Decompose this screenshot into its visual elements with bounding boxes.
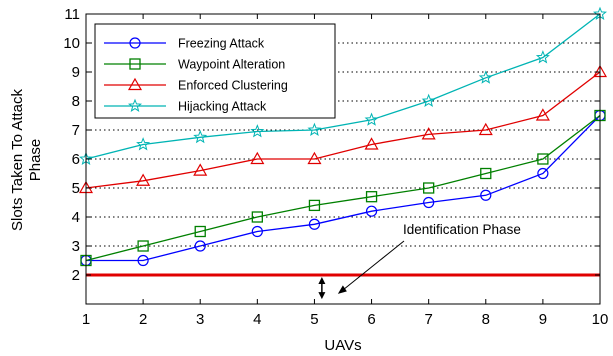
x-axis-ticks: 1 2 3 4 5 6 7 8 9 10 (82, 14, 609, 328)
annotation: Identification Phase (318, 222, 521, 300)
series-line-enforced-clustering (85, 71, 601, 189)
data-point-waypoint-alteration-3 (194, 225, 206, 238)
legend-label-enforced-clustering: Enforced Clustering (178, 79, 288, 93)
data-point-freezing-attack-5 (308, 218, 321, 230)
y-axis-label-line-2: Phase (27, 139, 44, 182)
data-point-hijacking-attack-6 (364, 112, 379, 126)
legend-marker-freezing-attack (129, 37, 141, 49)
x-tick-label-8: 8 (482, 311, 490, 328)
annotation-arrowhead-down (318, 292, 326, 300)
data-point-enforced-clustering-4 (250, 151, 265, 165)
series-line-waypoint-alteration (85, 114, 601, 262)
series-markers (78, 6, 608, 267)
y-tick-label-11: 11 (64, 6, 80, 23)
y-axis-label-line-1: Slots Taken To Attack (9, 88, 26, 231)
annotation-arrow (341, 240, 405, 292)
y-tick-label-2: 2 (72, 267, 80, 284)
data-point-enforced-clustering-5 (307, 151, 322, 165)
y-tick-label-8: 8 (72, 93, 80, 110)
data-point-enforced-clustering-7 (421, 127, 436, 140)
y-tick-label-6: 6 (72, 151, 80, 168)
data-point-waypoint-alteration-8 (480, 167, 492, 180)
series-lines (85, 13, 601, 262)
x-tick-label-7: 7 (424, 311, 432, 328)
data-point-enforced-clustering-2 (136, 173, 151, 186)
data-point-hijacking-attack-8 (478, 70, 493, 84)
x-tick-label-9: 9 (539, 311, 547, 328)
x-tick-label-2: 2 (139, 311, 147, 328)
x-tick-label-3: 3 (196, 311, 204, 328)
data-point-waypoint-alteration-6 (365, 191, 378, 203)
series-line-hijacking-attack (85, 13, 601, 160)
data-point-enforced-clustering-8 (478, 122, 493, 136)
data-point-waypoint-alteration-2 (137, 240, 149, 252)
data-point-hijacking-attack-2 (136, 137, 151, 151)
y-tick-label-3: 3 (72, 238, 80, 255)
data-point-waypoint-alteration-7 (423, 182, 435, 194)
legend-label-freezing-attack: Freezing Attack (178, 37, 265, 51)
y-tick-label-9: 9 (72, 64, 80, 81)
data-point-hijacking-attack-7 (421, 93, 436, 107)
x-tick-label-5: 5 (310, 311, 318, 328)
annotation-arrowhead-up (318, 277, 326, 284)
x-tick-label-10: 10 (592, 311, 609, 328)
annotation-arrowhead (337, 285, 347, 294)
data-point-hijacking-attack-4 (250, 124, 265, 138)
data-point-freezing-attack-7 (423, 196, 435, 209)
annotation-text: Identification Phase (403, 222, 521, 237)
series-line-freezing-attack (86, 115, 601, 262)
y-tick-label-7: 7 (72, 122, 80, 139)
x-tick-label-6: 6 (367, 311, 375, 328)
data-point-freezing-attack-4 (251, 225, 263, 238)
data-point-hijacking-attack-3 (193, 129, 208, 144)
data-point-freezing-attack-8 (480, 189, 492, 201)
x-tick-label-4: 4 (253, 311, 261, 328)
legend-marker-hijacking-attack (127, 98, 143, 112)
data-point-hijacking-attack-5 (307, 122, 322, 136)
data-point-freezing-attack-2 (137, 254, 149, 267)
x-axis-label: UAVs (324, 337, 361, 354)
y-tick-label-10: 10 (63, 35, 80, 52)
legend-box (94, 23, 336, 119)
y-axis-ticks: 2 3 4 5 6 7 8 9 10 11 (63, 6, 600, 284)
legend: Freezing Attack Waypoint Alteration Enforc… (94, 23, 336, 119)
y-tick-label-5: 5 (72, 180, 80, 197)
data-point-freezing-attack-6 (365, 205, 378, 217)
data-point-waypoint-alteration-9 (537, 153, 549, 165)
legend-marker-enforced-clustering (127, 77, 143, 91)
x-tick-label-1: 1 (82, 311, 90, 328)
y-tick-label-4: 4 (72, 209, 80, 226)
legend-label-waypoint-alteration: Waypoint Alteration (178, 58, 285, 72)
data-point-hijacking-attack-9 (535, 50, 550, 64)
data-point-enforced-clustering-3 (193, 163, 208, 176)
data-point-waypoint-alteration-5 (308, 199, 321, 212)
legend-marker-waypoint-alteration (129, 58, 141, 70)
data-point-enforced-clustering-9 (535, 108, 550, 121)
data-point-waypoint-alteration-4 (251, 211, 263, 223)
data-point-enforced-clustering-6 (364, 137, 379, 150)
data-point-freezing-attack-3 (194, 240, 206, 252)
data-point-freezing-attack-9 (537, 167, 549, 180)
legend-label-hijacking-attack: Hijacking Attack (178, 100, 267, 114)
